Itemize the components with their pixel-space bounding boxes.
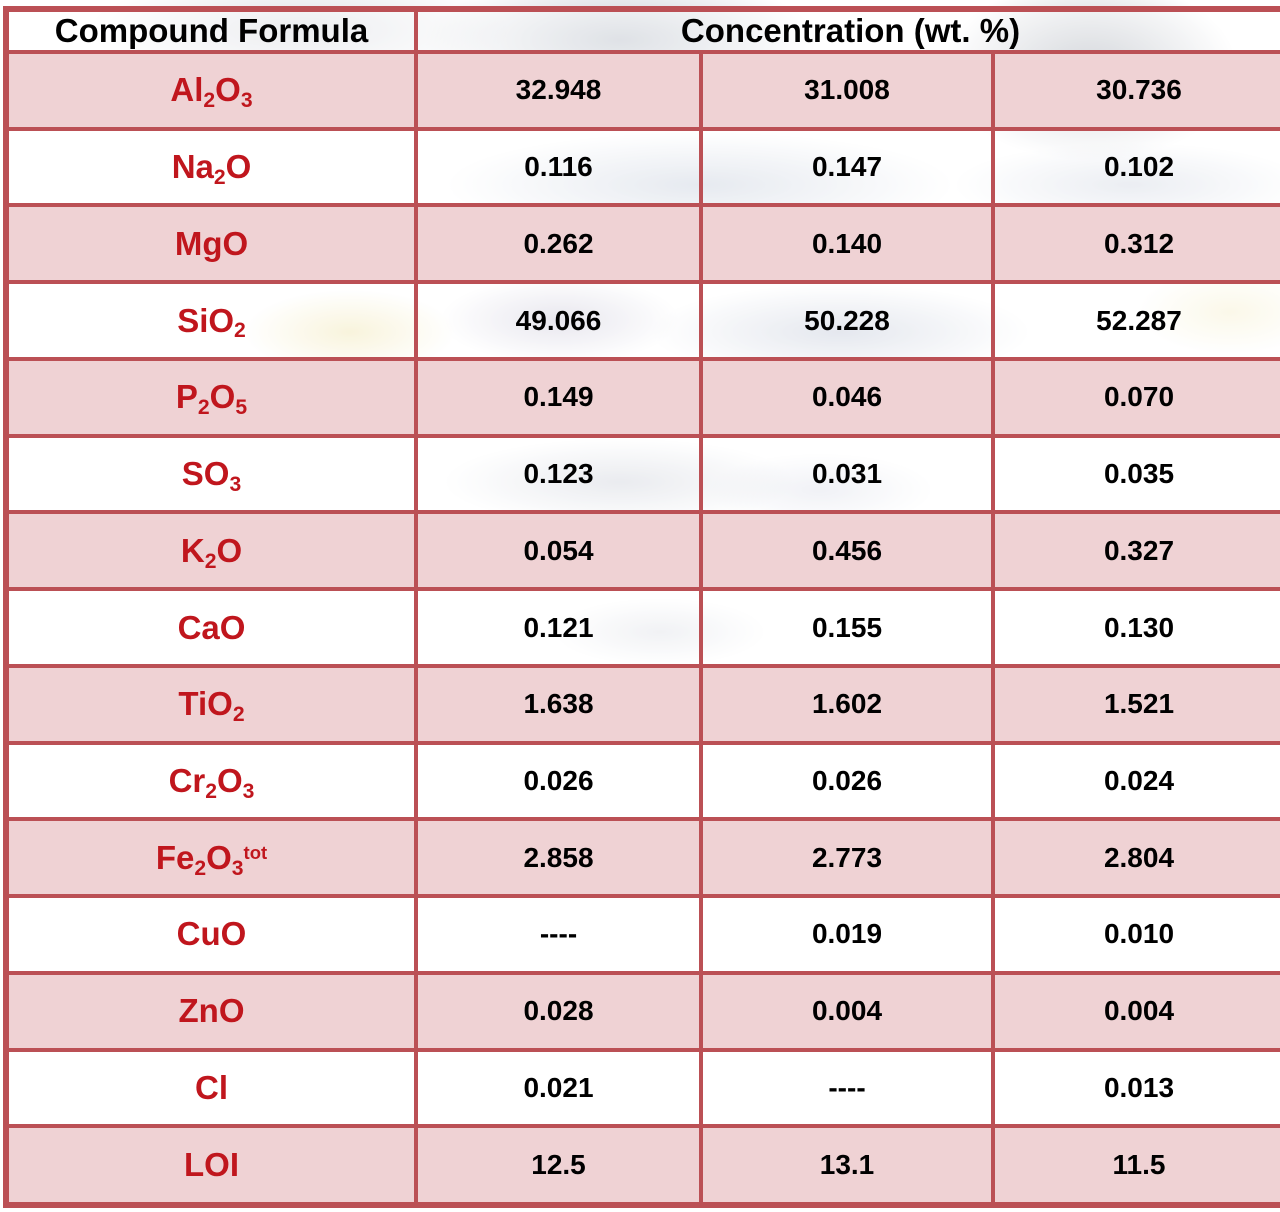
concentration-value-cell: 52.287 (991, 280, 1280, 361)
compound-formula-cell: MgO (4, 203, 418, 285)
concentration-value-cell: 0.140 (699, 203, 995, 285)
concentration-value-cell: 0.054 (414, 510, 703, 592)
concentration-value-cell: 0.026 (414, 740, 703, 822)
concentration-value-cell: 2.773 (699, 817, 995, 899)
table-row: LOI 12.5 13.1 11.5 (4, 1124, 1280, 1207)
header-compound-formula: Compound Formula (4, 7, 418, 54)
concentration-value-cell: 0.070 (991, 356, 1280, 438)
concentration-value-cell: 32.948 (414, 50, 703, 131)
concentration-value-cell: 0.155 (699, 587, 995, 668)
concentration-value-cell: 0.004 (991, 970, 1280, 1052)
compound-formula-cell: Fe2O3tot (4, 817, 418, 899)
concentration-value-cell: 0.013 (991, 1047, 1280, 1129)
compound-formula-cell: TiO2 (4, 663, 418, 745)
concentration-value-cell: 2.804 (991, 817, 1280, 899)
table-row: CuO ---- 0.019 0.010 (4, 894, 1280, 975)
concentration-value-cell: 0.004 (699, 970, 995, 1052)
concentration-value-cell: 0.102 (991, 126, 1280, 208)
concentration-value-cell: 0.149 (414, 356, 703, 438)
concentration-value-cell: 0.121 (414, 587, 703, 668)
compound-formula-cell: SiO2 (4, 280, 418, 361)
table-body: Al2O3 32.948 31.008 30.736 Na2O 0.116 0.… (4, 50, 1280, 1207)
header-concentration: Concentration (wt. %) (414, 7, 1280, 54)
compound-formula-cell: ZnO (4, 970, 418, 1052)
table-row: Al2O3 32.948 31.008 30.736 (4, 50, 1280, 131)
concentration-value-cell: 1.638 (414, 663, 703, 745)
composition-table: Compound Formula Concentration (wt. %) A… (3, 6, 1280, 1208)
concentration-value-cell: 0.021 (414, 1047, 703, 1129)
concentration-value-cell: 0.035 (991, 433, 1280, 515)
concentration-value-cell: 0.024 (991, 740, 1280, 822)
compound-formula-cell: SO3 (4, 433, 418, 515)
table-row: Fe2O3tot 2.858 2.773 2.804 (4, 817, 1280, 899)
table-row: TiO2 1.638 1.602 1.521 (4, 663, 1280, 745)
concentration-value-cell: 0.262 (414, 203, 703, 285)
concentration-value-cell: 0.130 (991, 587, 1280, 668)
concentration-value-cell: 0.116 (414, 126, 703, 208)
concentration-value-cell: 0.456 (699, 510, 995, 592)
table-row: ZnO 0.028 0.004 0.004 (4, 970, 1280, 1052)
table-row: P2O5 0.149 0.046 0.070 (4, 356, 1280, 438)
concentration-value-cell: 1.521 (991, 663, 1280, 745)
concentration-value-cell: 11.5 (991, 1124, 1280, 1207)
compound-formula-cell: LOI (4, 1124, 418, 1207)
concentration-value-cell: 0.046 (699, 356, 995, 438)
concentration-value-cell: 0.026 (699, 740, 995, 822)
concentration-value-cell: 1.602 (699, 663, 995, 745)
concentration-value-cell: 49.066 (414, 280, 703, 361)
concentration-value-cell: 30.736 (991, 50, 1280, 131)
concentration-value-cell: 0.312 (991, 203, 1280, 285)
concentration-value-cell: 12.5 (414, 1124, 703, 1207)
table-row: Cl 0.021 ---- 0.013 (4, 1047, 1280, 1129)
concentration-value-cell: 31.008 (699, 50, 995, 131)
concentration-value-cell: 0.147 (699, 126, 995, 208)
compound-formula-cell: P2O5 (4, 356, 418, 438)
concentration-value-cell: 0.010 (991, 894, 1280, 975)
concentration-value-cell: 50.228 (699, 280, 995, 361)
concentration-value-cell: 0.123 (414, 433, 703, 515)
compound-formula-cell: K2O (4, 510, 418, 592)
concentration-value-cell: 0.028 (414, 970, 703, 1052)
compound-formula-cell: Cl (4, 1047, 418, 1129)
table-row: Cr2O3 0.026 0.026 0.024 (4, 740, 1280, 822)
table-row: CaO 0.121 0.155 0.130 (4, 587, 1280, 668)
compound-formula-cell: Cr2O3 (4, 740, 418, 822)
concentration-value-cell: ---- (414, 894, 703, 975)
concentration-value-cell: 0.031 (699, 433, 995, 515)
concentration-value-cell: 2.858 (414, 817, 703, 899)
compound-formula-cell: Al2O3 (4, 50, 418, 131)
compound-formula-cell: CaO (4, 587, 418, 668)
concentration-value-cell: 0.327 (991, 510, 1280, 592)
table-row: K2O 0.054 0.456 0.327 (4, 510, 1280, 592)
table-row: SO3 0.123 0.031 0.035 (4, 433, 1280, 515)
concentration-value-cell: ---- (699, 1047, 995, 1129)
compound-formula-cell: CuO (4, 894, 418, 975)
concentration-value-cell: 13.1 (699, 1124, 995, 1207)
table-row: MgO 0.262 0.140 0.312 (4, 203, 1280, 285)
header-row: Compound Formula Concentration (wt. %) (4, 7, 1280, 54)
compound-formula-cell: Na2O (4, 126, 418, 208)
table-row: SiO2 49.066 50.228 52.287 (4, 280, 1280, 361)
concentration-value-cell: 0.019 (699, 894, 995, 975)
table-row: Na2O 0.116 0.147 0.102 (4, 126, 1280, 208)
